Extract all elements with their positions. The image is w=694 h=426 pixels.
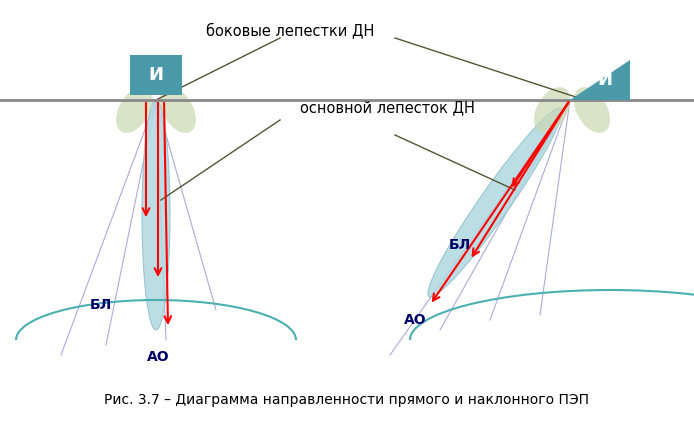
Ellipse shape: [574, 87, 610, 133]
Text: БЛ: БЛ: [90, 298, 112, 312]
Text: Рис. 3.7 – Диаграмма направленности прямого и наклонного ПЭП: Рис. 3.7 – Диаграмма направленности прям…: [105, 393, 589, 407]
Text: И: И: [598, 71, 613, 89]
Bar: [130, 55, 182, 95]
Ellipse shape: [142, 100, 170, 330]
Text: АО: АО: [146, 350, 169, 364]
Ellipse shape: [428, 108, 562, 297]
Text: боковые лепестки ДН: боковые лепестки ДН: [206, 22, 374, 38]
Text: основной лепесток ДН: основной лепесток ДН: [300, 101, 475, 115]
Ellipse shape: [116, 87, 152, 133]
Text: И: И: [149, 66, 164, 84]
Text: АО: АО: [404, 313, 426, 327]
Ellipse shape: [534, 87, 570, 133]
Text: БЛ: БЛ: [449, 238, 471, 252]
Polygon shape: [570, 60, 630, 100]
Ellipse shape: [160, 87, 196, 133]
